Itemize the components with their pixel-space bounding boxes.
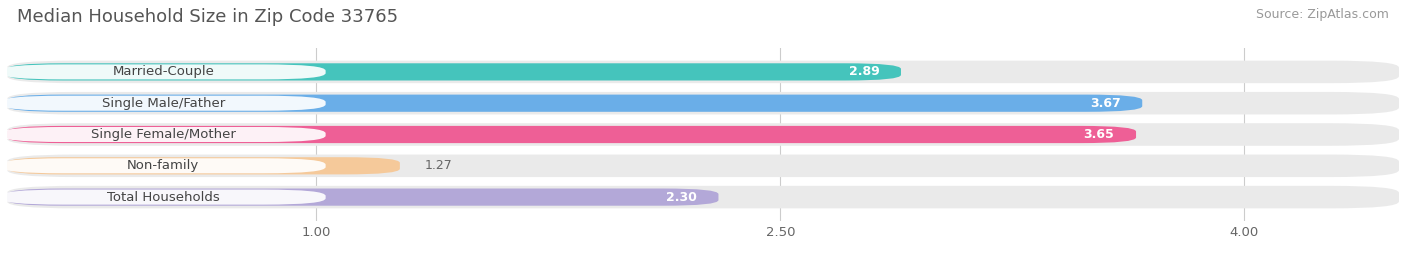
FancyBboxPatch shape [1,127,326,142]
FancyBboxPatch shape [1,64,326,79]
FancyBboxPatch shape [7,123,1399,146]
Text: Non-family: Non-family [127,159,200,172]
Text: Total Households: Total Households [107,191,219,204]
Text: 1.27: 1.27 [425,159,453,172]
FancyBboxPatch shape [7,186,1399,208]
FancyBboxPatch shape [7,92,1399,115]
FancyBboxPatch shape [1,96,326,111]
FancyBboxPatch shape [1,158,326,173]
FancyBboxPatch shape [7,154,1399,177]
Text: Single Female/Mother: Single Female/Mother [91,128,236,141]
FancyBboxPatch shape [7,63,901,80]
Text: 2.30: 2.30 [666,191,697,204]
Text: 3.67: 3.67 [1090,97,1121,110]
Text: Source: ZipAtlas.com: Source: ZipAtlas.com [1256,8,1389,21]
Text: 3.65: 3.65 [1084,128,1115,141]
Text: Median Household Size in Zip Code 33765: Median Household Size in Zip Code 33765 [17,8,398,26]
FancyBboxPatch shape [7,61,1399,83]
FancyBboxPatch shape [7,157,399,174]
Text: Single Male/Father: Single Male/Father [101,97,225,110]
FancyBboxPatch shape [7,95,1142,112]
Text: 2.89: 2.89 [849,65,879,78]
FancyBboxPatch shape [7,189,718,206]
Text: Married-Couple: Married-Couple [112,65,214,78]
FancyBboxPatch shape [7,126,1136,143]
FancyBboxPatch shape [1,190,326,205]
